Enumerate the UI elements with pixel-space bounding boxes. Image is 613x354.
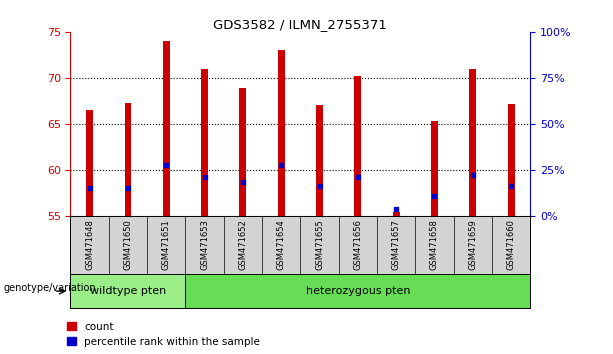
Bar xyxy=(240,88,246,216)
Bar xyxy=(470,69,476,216)
Bar xyxy=(186,274,530,308)
Bar xyxy=(431,121,438,216)
Text: GSM471650: GSM471650 xyxy=(123,219,132,270)
Text: GSM471657: GSM471657 xyxy=(392,219,401,270)
Text: heterozygous pten: heterozygous pten xyxy=(306,286,410,296)
Text: wildtype pten: wildtype pten xyxy=(90,286,166,296)
Bar xyxy=(393,212,400,216)
Text: GSM471655: GSM471655 xyxy=(315,219,324,270)
Bar xyxy=(508,104,514,216)
Text: GSM471654: GSM471654 xyxy=(276,219,286,270)
Legend: count, percentile rank within the sample: count, percentile rank within the sample xyxy=(66,322,260,347)
Text: GSM471659: GSM471659 xyxy=(468,219,478,270)
Bar xyxy=(201,69,208,216)
Bar xyxy=(86,110,93,216)
Bar xyxy=(163,41,170,216)
Text: GSM471658: GSM471658 xyxy=(430,219,439,270)
Bar xyxy=(124,103,131,216)
Text: GSM471656: GSM471656 xyxy=(353,219,362,270)
Text: genotype/variation: genotype/variation xyxy=(3,282,96,293)
Text: GSM471660: GSM471660 xyxy=(506,219,516,270)
Bar xyxy=(316,105,323,216)
Text: GSM471653: GSM471653 xyxy=(200,219,209,270)
Bar xyxy=(70,274,186,308)
Text: GSM471648: GSM471648 xyxy=(85,219,94,270)
Title: GDS3582 / ILMN_2755371: GDS3582 / ILMN_2755371 xyxy=(213,18,387,31)
Bar xyxy=(354,76,361,216)
Text: GSM471652: GSM471652 xyxy=(238,219,248,270)
Bar xyxy=(278,50,284,216)
Text: GSM471651: GSM471651 xyxy=(162,219,171,270)
